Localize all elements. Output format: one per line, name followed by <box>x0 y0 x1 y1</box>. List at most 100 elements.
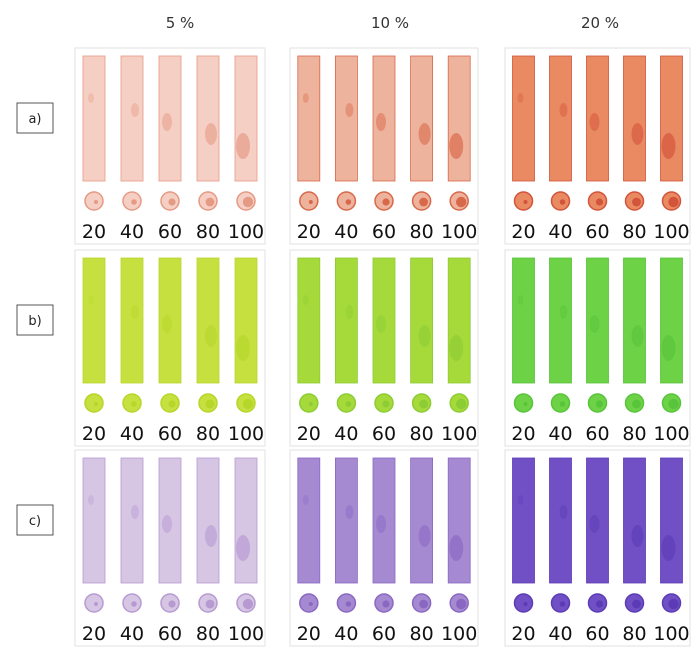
disc-spot <box>94 602 98 606</box>
disc <box>300 192 318 210</box>
strip <box>624 258 646 383</box>
strip-stain <box>88 93 94 103</box>
strip-stain <box>662 133 676 159</box>
strip <box>411 258 433 383</box>
concentration-label: 20 <box>82 423 106 445</box>
disc-spot <box>456 399 466 409</box>
concentration-label: 80 <box>410 221 434 243</box>
concentration-label: 80 <box>622 221 646 243</box>
strip <box>513 258 535 383</box>
strip-stain <box>236 133 250 159</box>
strip <box>235 56 257 181</box>
disc-spot <box>632 400 641 409</box>
disc <box>85 192 103 210</box>
strip <box>661 458 683 583</box>
disc <box>85 594 103 612</box>
row-label: c) <box>29 514 41 529</box>
strip-stain <box>632 123 644 145</box>
strip-stain <box>449 133 463 159</box>
strip-stain <box>560 505 568 519</box>
concentration-label: 100 <box>228 623 264 645</box>
disc-spot <box>524 402 528 406</box>
disc-spot <box>206 198 215 207</box>
strip-stain <box>662 335 676 361</box>
disc-spot <box>456 599 466 609</box>
strip-stain <box>560 103 568 117</box>
disc-spot <box>168 400 175 407</box>
disc <box>300 394 318 412</box>
concentration-label: 100 <box>653 623 689 645</box>
strip-stain <box>590 113 600 131</box>
concentration-label: 60 <box>158 623 182 645</box>
disc-spot <box>309 602 313 606</box>
strip-stain <box>205 325 217 347</box>
concentration-label: 80 <box>622 423 646 445</box>
strip-stain <box>518 93 524 103</box>
concentration-label: 100 <box>653 221 689 243</box>
strip-stain <box>632 525 644 547</box>
strip-stain <box>303 93 309 103</box>
strip-stain <box>205 525 217 547</box>
strip-stain <box>345 505 353 519</box>
concentration-label: 100 <box>441 623 477 645</box>
disc-spot <box>419 198 428 207</box>
strip <box>335 258 357 383</box>
disc <box>515 594 533 612</box>
disc-spot <box>131 199 137 205</box>
disc-spot <box>456 197 466 207</box>
disc-spot <box>346 199 352 205</box>
strip <box>513 458 535 583</box>
strip <box>197 458 219 583</box>
strip <box>235 258 257 383</box>
strip <box>513 56 535 181</box>
disc-spot <box>243 197 253 207</box>
column-header: 20 % <box>581 14 619 32</box>
strip-stain <box>632 325 644 347</box>
concentration-label: 40 <box>334 423 358 445</box>
row-label: b) <box>28 314 41 329</box>
strip <box>624 458 646 583</box>
strip-stain <box>345 103 353 117</box>
disc-spot <box>596 600 603 607</box>
disc-spot <box>668 399 678 409</box>
strip-stain <box>162 515 172 533</box>
strip <box>298 258 320 383</box>
strip-stain <box>376 113 386 131</box>
disc-spot <box>168 198 175 205</box>
concentration-label: 60 <box>585 423 609 445</box>
concentration-label: 60 <box>158 221 182 243</box>
concentration-label: 20 <box>297 423 321 445</box>
strip-stain <box>131 103 139 117</box>
strip-stain <box>419 325 431 347</box>
concentration-label: 40 <box>548 623 572 645</box>
strip <box>121 258 143 383</box>
concentration-label: 80 <box>410 623 434 645</box>
strip <box>298 56 320 181</box>
strip <box>83 258 105 383</box>
concentration-label: 60 <box>585 221 609 243</box>
strip-stain <box>205 123 217 145</box>
strip-stain <box>303 495 309 505</box>
strip-stain <box>345 305 353 319</box>
disc-spot <box>309 402 313 406</box>
concentration-label: 20 <box>297 623 321 645</box>
strip <box>550 258 572 383</box>
disc-spot <box>94 200 98 204</box>
strip <box>335 458 357 583</box>
strip-stain <box>376 515 386 533</box>
strip-stain <box>590 315 600 333</box>
concentration-label: 60 <box>372 221 396 243</box>
concentration-label: 80 <box>410 423 434 445</box>
disc-spot <box>560 601 566 607</box>
strip-stain <box>590 515 600 533</box>
concentration-label: 20 <box>511 423 535 445</box>
disc-spot <box>596 198 603 205</box>
strip <box>298 458 320 583</box>
disc-spot <box>382 400 389 407</box>
strip-stain <box>376 315 386 333</box>
strip <box>83 458 105 583</box>
strip <box>624 56 646 181</box>
strip-stain <box>162 113 172 131</box>
strip <box>448 258 470 383</box>
strip <box>550 458 572 583</box>
